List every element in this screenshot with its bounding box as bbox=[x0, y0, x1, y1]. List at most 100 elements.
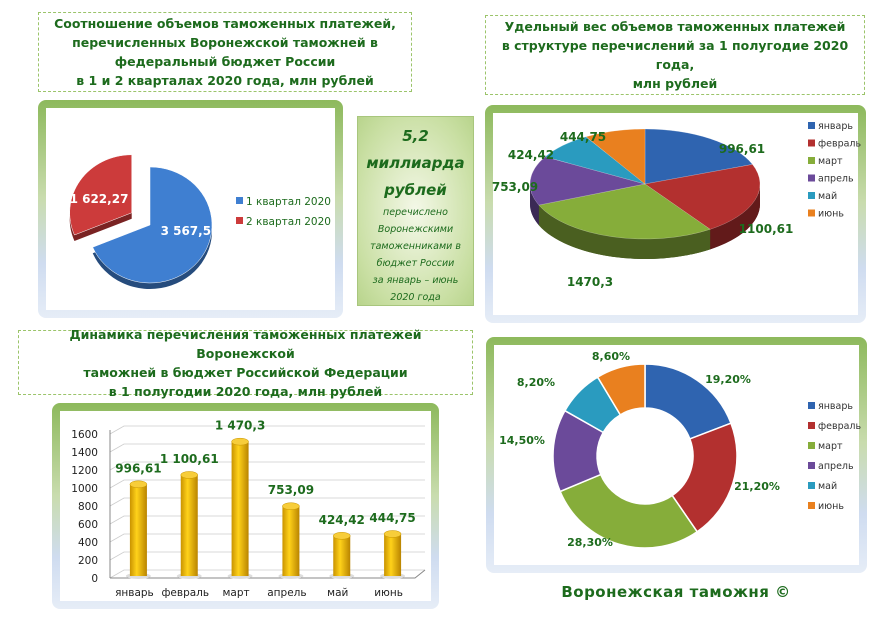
x-tick-label: март bbox=[223, 587, 250, 599]
gridline bbox=[109, 569, 425, 579]
legend-label: апрель bbox=[818, 461, 854, 472]
x-tick-label: апрель bbox=[267, 587, 306, 599]
bar bbox=[384, 533, 402, 576]
gridline bbox=[109, 443, 425, 453]
legend-label: 2 квартал 2020 bbox=[246, 216, 331, 228]
legend-swatch bbox=[808, 192, 815, 199]
pie-slice bbox=[644, 164, 761, 230]
legend-label: май bbox=[818, 481, 837, 492]
bar-top bbox=[129, 480, 148, 489]
legend-swatch bbox=[808, 157, 815, 164]
callout-amount: 5,2 bbox=[402, 127, 429, 145]
legend-label: март bbox=[818, 156, 843, 167]
x-tick-label: июнь bbox=[374, 587, 403, 599]
legend-swatch bbox=[236, 197, 243, 204]
data-label: 3 567,52 bbox=[161, 224, 220, 238]
title-line: в структуре перечислений за 1 полугодие … bbox=[501, 38, 849, 72]
pie-slice bbox=[544, 136, 646, 185]
legend-swatch bbox=[808, 174, 815, 182]
total-callout: 5,2 миллиарда рублей перечислено Воронеж… bbox=[357, 116, 474, 306]
title-line: Динамика перечисления таможенных платеже… bbox=[69, 326, 422, 361]
title-line: в 1 полугодии 2020 года, млн рублей bbox=[108, 383, 383, 399]
gridline bbox=[109, 461, 425, 471]
callout-text: за январь – июнь bbox=[372, 275, 459, 286]
callout-text: таможенниками в bbox=[370, 241, 461, 252]
title-dynamics: Динамика перечисления таможенных платеже… bbox=[18, 327, 473, 399]
data-label: 753,09 bbox=[492, 180, 538, 194]
callout-text: Воронежскими bbox=[377, 224, 454, 235]
gridline bbox=[109, 497, 425, 507]
legend-label: май bbox=[818, 191, 837, 202]
data-label: 424,42 bbox=[319, 513, 365, 527]
bar-top bbox=[383, 530, 402, 538]
title-line: таможней в бюджет Российской Федерации bbox=[83, 364, 408, 380]
legend-swatch bbox=[808, 462, 815, 469]
data-label: 1470,3 bbox=[567, 275, 613, 289]
x-axis bbox=[110, 569, 426, 579]
title-line: перечисленных Воронежской таможней в bbox=[72, 35, 378, 50]
y-tick-label: 1400 bbox=[71, 447, 98, 459]
callout-text: перечислено bbox=[383, 207, 448, 218]
data-label: 996,61 bbox=[115, 461, 161, 475]
title-line: Удельный вес объемов таможенных платежей bbox=[504, 19, 846, 34]
callout-unit: рублей bbox=[384, 181, 447, 199]
title-line: Соотношение объемов таможенных платежей, bbox=[54, 16, 396, 31]
legend-swatch bbox=[808, 122, 815, 129]
pie-slice bbox=[538, 183, 711, 240]
bar bbox=[129, 484, 147, 576]
y-tick-label: 800 bbox=[78, 501, 98, 513]
legend-label: январь bbox=[818, 121, 853, 132]
gridline bbox=[109, 479, 425, 489]
data-label: 14,50% bbox=[499, 434, 545, 447]
pie-slice bbox=[585, 128, 646, 185]
legend-swatch bbox=[808, 139, 815, 147]
legend-label: март bbox=[818, 441, 843, 452]
pie-slice-wall bbox=[530, 184, 539, 226]
pie-slice bbox=[92, 166, 213, 284]
bar-top bbox=[333, 532, 351, 540]
legend-label: апрель bbox=[818, 174, 854, 185]
data-label: 8,60% bbox=[592, 350, 630, 363]
data-label: 753,09 bbox=[268, 483, 314, 497]
y-tick-label: 1600 bbox=[71, 429, 98, 441]
y-tick-label: 600 bbox=[78, 519, 98, 531]
legend-label: июнь bbox=[818, 501, 844, 512]
data-label: 19,20% bbox=[705, 373, 751, 386]
legend-swatch bbox=[236, 217, 243, 224]
data-label: 444,75 bbox=[369, 511, 415, 525]
pie-slice bbox=[529, 156, 646, 206]
bar bbox=[231, 441, 249, 576]
data-label: 996,61 bbox=[719, 142, 765, 156]
legend-label: 1 квартал 2020 bbox=[246, 196, 331, 208]
legend-swatch bbox=[808, 422, 815, 429]
bar bbox=[180, 474, 198, 576]
pie-slice bbox=[69, 154, 132, 236]
title-line: млн рублей bbox=[632, 76, 718, 91]
legend-swatch bbox=[808, 442, 815, 449]
callout-text: 2020 года bbox=[390, 292, 441, 303]
legend-swatch bbox=[808, 402, 815, 409]
y-tick-label: 0 bbox=[91, 573, 98, 585]
donut-slice bbox=[559, 473, 699, 549]
title-share: Удельный вес объемов таможенных платежей… bbox=[485, 15, 865, 95]
y-tick-label: 200 bbox=[78, 555, 98, 567]
title-quarters: Соотношение объемов таможенных платежей,… bbox=[38, 12, 412, 92]
legend-label: февраль bbox=[818, 421, 861, 432]
bar-top bbox=[231, 437, 249, 446]
footer-brand: Воронежская таможня © bbox=[561, 583, 791, 601]
callout-unit: миллиарда bbox=[366, 154, 465, 172]
title-line: федеральный бюджет России bbox=[114, 54, 336, 69]
data-label: 1 100,61 bbox=[160, 452, 219, 466]
gridline bbox=[109, 533, 425, 543]
gridline bbox=[109, 551, 425, 561]
bar bbox=[333, 535, 351, 576]
data-label: 424,42 bbox=[508, 148, 554, 162]
legend-label: июнь bbox=[818, 209, 844, 220]
x-tick-label: февраль bbox=[161, 587, 209, 599]
data-label: 1100,61 bbox=[739, 222, 794, 236]
y-tick-label: 1000 bbox=[71, 483, 98, 495]
legend-swatch bbox=[808, 502, 815, 509]
bar-top bbox=[180, 471, 198, 479]
legend-swatch bbox=[808, 482, 815, 489]
